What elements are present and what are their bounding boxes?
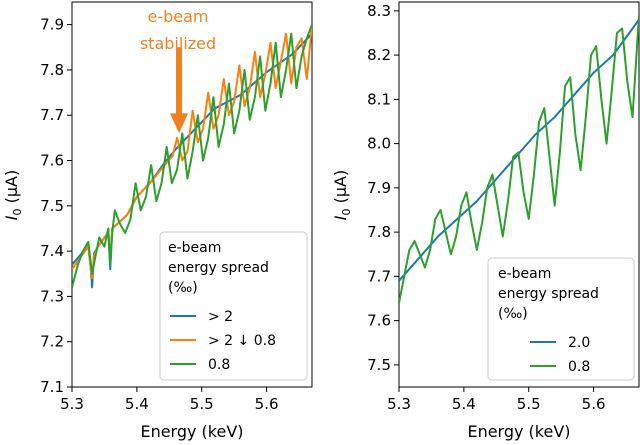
annotation-line-1: e-beam [147,7,208,26]
left-y-tick-label: 7.3 [40,287,64,305]
annotation-line-2: stabilized [140,34,216,53]
right-y-tick-label: 7.6 [367,312,391,330]
right-legend-title-3: (‰) [498,306,528,322]
left-panel: 5.3 5.4 5.5 5.67.17.27.37.47.57.67.77.87.9 … [2,1,313,441]
left-y-tick-label: 7.2 [40,333,64,351]
left-y-tick-label: 7.1 [40,378,64,396]
right-legend-box [487,257,635,381]
left-x-tick-label: 5.6 [255,395,279,413]
right-y-tick-label: 8.1 [367,90,391,108]
left-legend-label-1: > 2 ↓ 0.8 [208,333,276,349]
left-legend-title-1: e-beam [168,240,221,256]
left-legend-title-3: (‰) [168,280,198,296]
right-y-tick-label: 7.7 [367,267,391,285]
right-y-tick-label: 8.0 [367,135,391,153]
left-legend-title-2: energy spread [168,260,269,276]
left-y-tick-label: 7.4 [40,242,64,260]
right-panel: 5.3 5.4 5.5 5.67.57.67.77.87.98.08.18.28.3 … [331,1,640,441]
right-x-tick-label: 5.5 [517,395,541,413]
left-x-tick-label: 5.3 [60,395,84,413]
right-y-tick-label: 7.9 [367,179,391,197]
left-legend-box [159,231,308,381]
right-legend-title-1: e-beam [498,266,551,282]
right-series-group [399,15,639,304]
left-y-tick-label: 7.8 [40,61,64,79]
stabilized-annotation: e-beam stabilized [140,7,216,134]
right-y-axis-label: I0 (μA) [331,170,353,220]
left-series-group [72,24,312,289]
left-legend-label-2: 0.8 [208,357,230,373]
left-legend: e-beam energy spread (‰) > 2 > 2 ↓ 0.8 0… [159,231,308,381]
left-y-tick-label: 7.7 [40,106,64,124]
right-x-tick-label: 5.3 [387,395,411,413]
right-ticks: 5.3 5.4 5.5 5.6 7.5 7.6 7.7 7.8 7.9 8.0 8.1 8.2 8.3 [367,2,605,413]
left-y-axis-label: I0 (μA) [2,170,24,220]
right-y-tick-label: 7.8 [367,223,391,241]
left-legend-label-0: > 2 [208,309,233,325]
left-x-tick-label: 5.4 [125,395,149,413]
left-series-line-2 [72,24,312,288]
left-y-tick-label: 7.9 [40,16,64,34]
right-x-axis-label: Energy (keV) [467,422,570,441]
right-x-tick-label: 5.4 [452,395,476,413]
right-x-tick-label: 5.6 [582,395,606,413]
right-legend-label-0: 2.0 [568,335,590,351]
left-y-tick-label: 7.5 [40,197,64,215]
right-legend-title-2: energy spread [498,286,599,302]
left-x-tick-label: 5.5 [190,395,214,413]
left-ticks: 5.3 5.4 5.5 5.6 7.1 7.2 7.3 7.4 7.5 7.6 7.7 7.8 7.9 [40,16,278,413]
left-x-axis-label: Energy (keV) [140,422,243,441]
right-series-line-0 [399,19,639,282]
right-y-tick-label: 7.5 [367,356,391,374]
annotation-arrow-head [170,113,189,134]
right-legend-label-1: 0.8 [568,359,590,375]
right-y-tick-label: 8.3 [367,2,391,20]
right-series-line-1 [399,15,639,304]
right-legend: e-beam energy spread (‰) 2.0 0.8 [487,257,635,381]
left-y-tick-label: 7.6 [40,152,64,170]
right-y-tick-label: 8.2 [367,46,391,64]
